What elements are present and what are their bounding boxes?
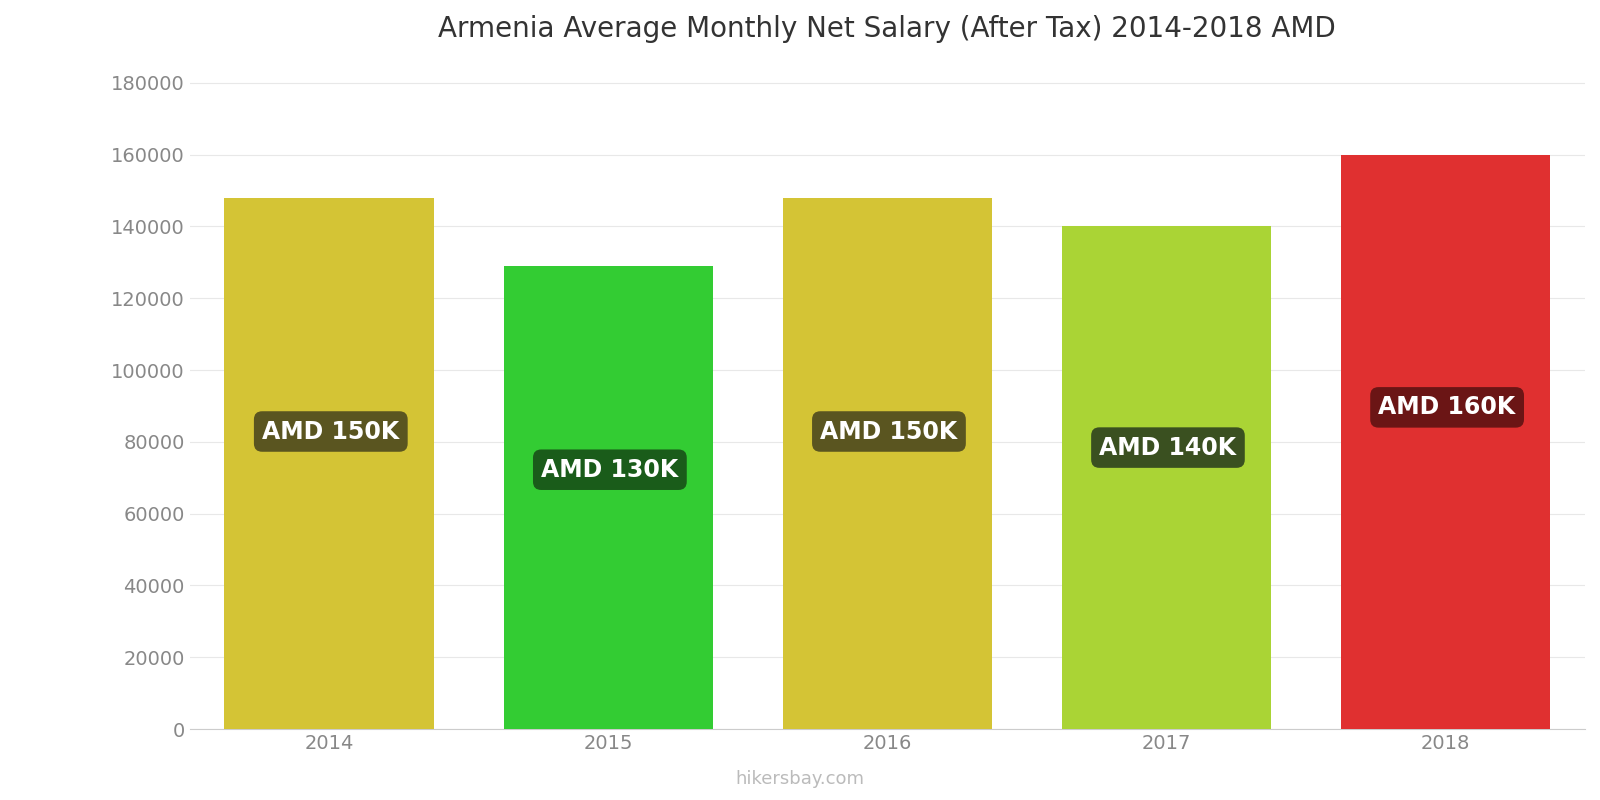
Title: Armenia Average Monthly Net Salary (After Tax) 2014-2018 AMD: Armenia Average Monthly Net Salary (Afte…: [438, 15, 1336, 43]
Text: AMD 150K: AMD 150K: [262, 419, 400, 443]
Text: AMD 150K: AMD 150K: [821, 419, 957, 443]
Bar: [1341, 154, 1550, 729]
Text: AMD 130K: AMD 130K: [541, 458, 678, 482]
Text: hikersbay.com: hikersbay.com: [736, 770, 864, 788]
Bar: [1062, 226, 1270, 729]
Bar: [504, 266, 714, 729]
Bar: [782, 198, 992, 729]
Text: AMD 160K: AMD 160K: [1379, 395, 1515, 419]
Text: AMD 140K: AMD 140K: [1099, 435, 1237, 459]
Bar: [224, 198, 434, 729]
